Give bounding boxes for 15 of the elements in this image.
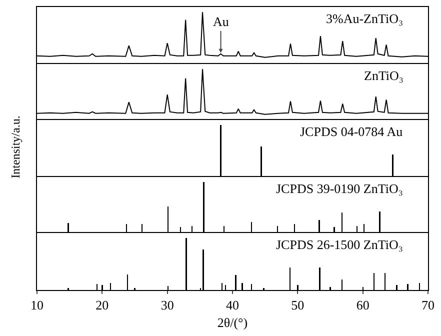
annotation: JCPDS 04-0784 Au (300, 124, 404, 140)
x-tick-label: 60 (356, 298, 370, 313)
annotation: JCPDS 26-1500 ZnTiO₃ (276, 237, 403, 252)
x-tick-label: 70 (422, 298, 434, 313)
annotation: 3%Au-ZnTiO₃ (326, 11, 404, 26)
annotation: ZnTiO₃ (364, 68, 404, 83)
x-tick-label: 40 (226, 298, 239, 313)
annotation: JCPDS 39-0190 ZnTiO₃ (276, 180, 403, 196)
x-tick-label: 20 (96, 298, 109, 313)
annotation: Au (213, 14, 230, 29)
x-tick-label: 10 (30, 298, 44, 313)
x-axis-title: 2θ/(°) (217, 316, 248, 331)
x-tick-label: 50 (291, 298, 304, 313)
y-axis-title: Intensity/a.u. (8, 116, 24, 179)
x-tick-label: 30 (160, 298, 174, 313)
